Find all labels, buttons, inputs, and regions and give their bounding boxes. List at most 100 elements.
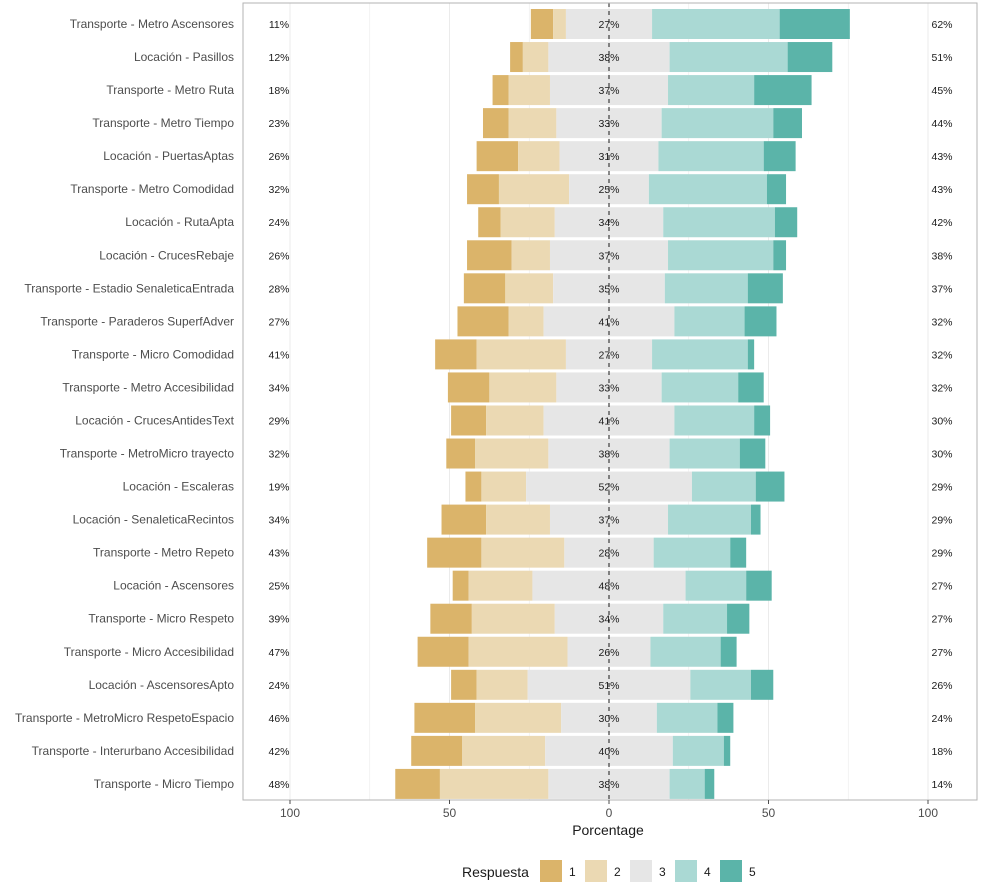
bar-segment-1 (482, 108, 509, 139)
bar-segment-4 (664, 273, 748, 304)
bar-segment-2 (468, 636, 568, 667)
bar-segment-5 (750, 504, 761, 535)
center-percent-label: 27% (598, 349, 619, 361)
bar-segment-5 (787, 42, 833, 73)
bar-segment-4 (663, 603, 728, 634)
bar-segment-4 (663, 207, 775, 238)
row-labels: Transporte - Metro Ascensores Locación - … (15, 17, 235, 791)
bar-segment-2 (489, 372, 557, 403)
legend-label-1: 1 (569, 865, 576, 879)
bar-segment-4 (652, 339, 748, 370)
bar-segment-1 (452, 570, 469, 601)
right-percent-label: 30% (931, 449, 952, 461)
bar-segment-4 (653, 537, 731, 568)
bar-segment-5 (730, 537, 747, 568)
row-label: Transporte - Micro Comodidad (72, 347, 234, 361)
left-percent-label: 47% (268, 647, 289, 659)
bar-segment-1 (467, 174, 499, 205)
center-percent-label: 48% (598, 581, 619, 593)
center-percent-label: 37% (598, 85, 619, 97)
row-label: Locación - PuertasAptas (103, 149, 234, 163)
bar-segment-1 (430, 603, 472, 634)
right-percent-label: 44% (931, 118, 952, 130)
bar-segment-4 (668, 75, 755, 106)
bar-segment-2 (475, 702, 562, 733)
bar-segment-2 (476, 669, 528, 700)
bar-segment-5 (755, 471, 785, 502)
bar-segment-1 (492, 75, 509, 106)
bar-segment-5 (754, 75, 812, 106)
bar-segment-1 (441, 504, 487, 535)
left-percent-label: 46% (268, 713, 289, 725)
x-axis-title: Porcentage (572, 822, 644, 838)
right-percent-label: 18% (931, 746, 952, 758)
bar-segment-2 (439, 768, 549, 799)
left-percent-label: 26% (268, 151, 289, 163)
row-label: Locación - Escaleras (123, 480, 234, 494)
bar-segment-2 (462, 735, 546, 766)
bar-segment-4 (668, 240, 774, 271)
x-tick-label: 0 (606, 806, 613, 820)
row-label: Transporte - Metro Ruta (106, 83, 234, 97)
right-percent-label: 62% (931, 19, 952, 31)
center-percent-label: 38% (598, 449, 619, 461)
center-percent-label: 41% (598, 316, 619, 328)
center-percent-label: 35% (598, 283, 619, 295)
bar-segment-5 (739, 438, 766, 469)
x-tick-label: 50 (762, 806, 776, 820)
row-label: Locación - CrucesRebaje (99, 248, 234, 262)
bar-segment-5 (704, 768, 715, 799)
right-percent-label: 32% (931, 316, 952, 328)
bar-segment-5 (779, 9, 850, 39)
bar-segment-2 (518, 141, 560, 172)
bar-segment-2 (468, 570, 533, 601)
bar-segment-2 (505, 273, 554, 304)
bar-segment-1 (411, 735, 463, 766)
bar-segment-2 (481, 537, 565, 568)
left-percent-label: 32% (268, 449, 289, 461)
left-percent-label: 41% (268, 349, 289, 361)
bar-segment-2 (553, 9, 566, 39)
legend-swatch-2 (585, 860, 607, 882)
left-percent-label: 34% (268, 515, 289, 527)
row-label: Transporte - MetroMicro RespetoEspacio (15, 711, 234, 725)
bar-segment-1 (395, 768, 440, 799)
bar-segment-4 (661, 108, 774, 139)
bar-segment-4 (661, 372, 739, 403)
bar-segment-1 (446, 438, 476, 469)
center-percent-label: 30% (598, 713, 619, 725)
legend-swatch-3 (630, 860, 652, 882)
bar-segment-4 (658, 141, 764, 172)
legend-label-4: 4 (704, 865, 711, 879)
bar-segment-1 (427, 537, 482, 568)
bar-segment-1 (478, 207, 501, 238)
row-label: Transporte - Metro Comodidad (70, 182, 234, 196)
left-percent-label: 32% (268, 184, 289, 196)
bar-segment-5 (717, 702, 734, 733)
right-percent-label: 43% (931, 151, 952, 163)
row-label: Transporte - Estadio SenaleticaEntrada (24, 281, 234, 295)
right-percent-label: 51% (931, 52, 952, 64)
bar-segment-1 (465, 471, 482, 502)
left-percent-label: 24% (268, 680, 289, 692)
row-label: Locación - CrucesAntidesText (75, 413, 234, 427)
bar-segment-4 (685, 570, 747, 601)
panel-border (242, 2, 978, 801)
bar-segment-1 (463, 273, 506, 304)
bar-segment-1 (447, 372, 490, 403)
bar-segment-5 (763, 141, 796, 172)
bar-segment-1 (414, 702, 476, 733)
left-percent-label: 25% (268, 581, 289, 593)
x-axis: 100 50 0 50 100 (280, 800, 938, 820)
row-label: Locación - Ascensores (113, 579, 234, 593)
right-percent-label: 29% (931, 515, 952, 527)
row-label: Transporte - Metro Ascensores (70, 17, 234, 31)
row-label: Transporte - Micro Tiempo (94, 777, 235, 791)
bar-segment-5 (750, 669, 774, 700)
bar-segment-5 (720, 636, 737, 667)
center-percent-label: 26% (598, 647, 619, 659)
legend-label-5: 5 (749, 865, 756, 879)
row-label: Locación - AscensoresApto (89, 678, 235, 692)
left-percent-label: 11% (269, 19, 289, 31)
